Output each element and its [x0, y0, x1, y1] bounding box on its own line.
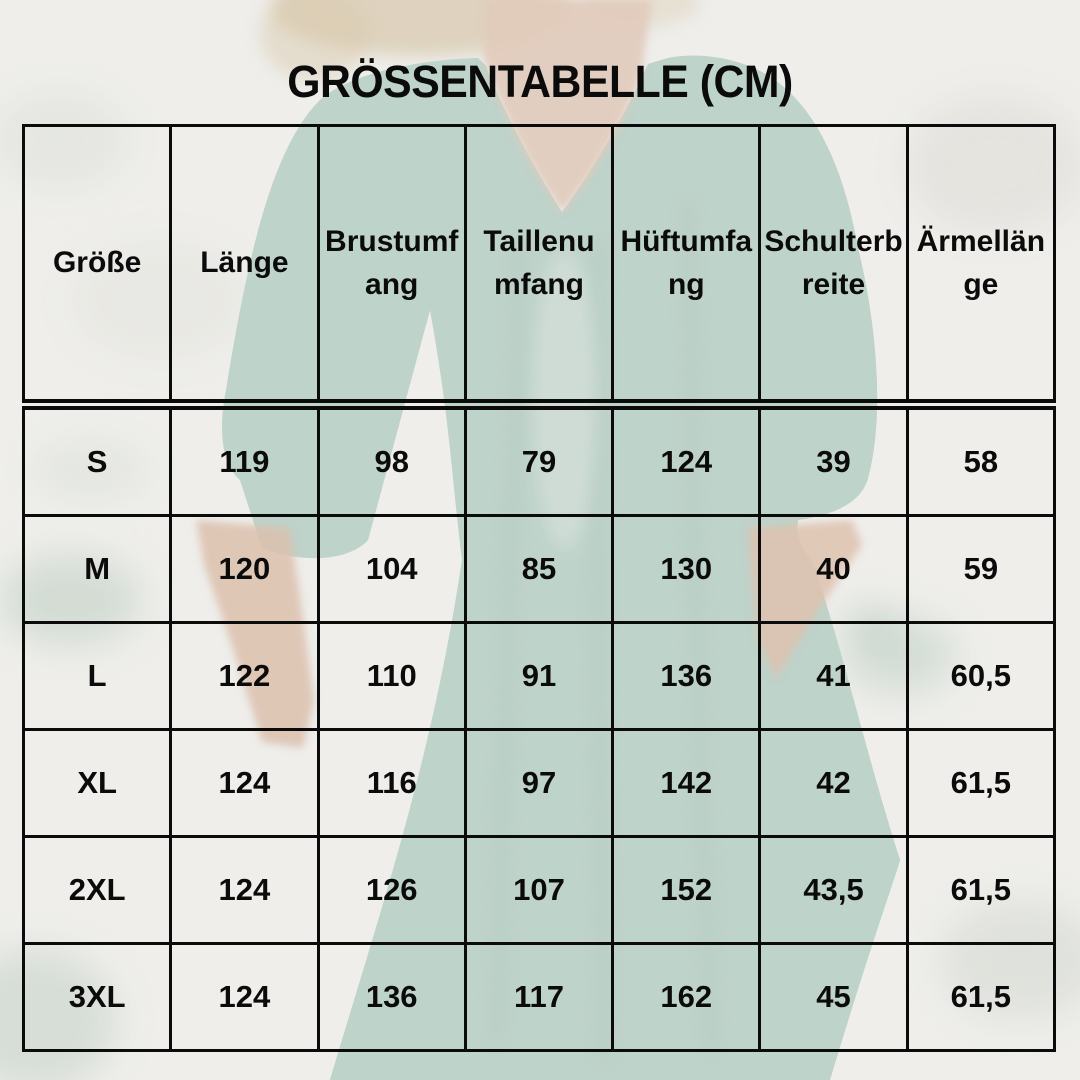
value-cell: 60,5: [905, 621, 1057, 731]
value-cell: 98: [316, 403, 467, 517]
value-cell: 117: [463, 942, 615, 1052]
table-row-s: S 119 98 79 124 39 58: [21, 403, 1057, 517]
table-row-3xl: 3XL 124 136 117 162 45 61,5: [21, 942, 1057, 1052]
table-row-l: L 122 110 91 136 41 60,5: [21, 621, 1057, 731]
column-header-groesse: Größe: [21, 124, 173, 410]
table-row-xl: XL 124 116 97 142 42 61,5: [21, 728, 1057, 838]
size-cell: S: [21, 403, 173, 517]
value-cell: 136: [316, 942, 467, 1052]
value-cell: 61,5: [905, 728, 1057, 838]
value-cell: 42: [758, 728, 909, 838]
page-title: GRÖSSENTABELLE (CM): [287, 56, 793, 107]
value-cell: 107: [463, 835, 615, 945]
column-header-taillenumfang: Taillenu mfang: [463, 124, 615, 410]
value-cell: 43,5: [758, 835, 909, 945]
column-header-aermellaenge: Ärmellän ge: [905, 124, 1057, 410]
table-row-m: M 120 104 85 130 40 59: [21, 514, 1057, 624]
table-header: Größe Länge Brustumf ang Taillenu mfang …: [21, 124, 1057, 410]
value-cell: 58: [905, 403, 1057, 517]
column-header-brustumfang: Brustumf ang: [316, 124, 467, 410]
value-cell: 116: [316, 728, 467, 838]
column-header-hueftumfang: Hüftumfa ng: [611, 124, 762, 410]
column-header-laenge: Länge: [169, 124, 320, 410]
value-cell: 104: [316, 514, 467, 624]
size-cell: XL: [21, 728, 173, 838]
size-cell: L: [21, 621, 173, 731]
value-cell: 91: [463, 621, 615, 731]
neck-chest: [484, 0, 652, 212]
value-cell: 162: [611, 942, 762, 1052]
value-cell: 41: [758, 621, 909, 731]
value-cell: 61,5: [905, 835, 1057, 945]
value-cell: 85: [463, 514, 615, 624]
value-cell: 40: [758, 514, 909, 624]
value-cell: 126: [316, 835, 467, 945]
value-cell: 61,5: [905, 942, 1057, 1052]
value-cell: 130: [611, 514, 762, 624]
value-cell: 79: [463, 403, 615, 517]
value-cell: 97: [463, 728, 615, 838]
value-cell: 39: [758, 403, 909, 517]
size-cell: 2XL: [21, 835, 173, 945]
value-cell: 59: [905, 514, 1057, 624]
value-cell: 124: [169, 942, 320, 1052]
value-cell: 142: [611, 728, 762, 838]
table-row-2xl: 2XL 124 126 107 152 43,5 61,5: [21, 835, 1057, 945]
value-cell: 110: [316, 621, 467, 731]
value-cell: 136: [611, 621, 762, 731]
value-cell: 119: [169, 403, 320, 517]
value-cell: 152: [611, 835, 762, 945]
value-cell: 124: [169, 728, 320, 838]
value-cell: 122: [169, 621, 320, 731]
value-cell: 120: [169, 514, 320, 624]
size-cell: M: [21, 514, 173, 624]
value-cell: 45: [758, 942, 909, 1052]
table-body: S 119 98 79 124 39 58 M 120 104 85 130 4…: [21, 403, 1057, 1052]
value-cell: 124: [611, 403, 762, 517]
column-header-schulterbreite: Schulterb reite: [758, 124, 909, 410]
header-row: Größe Länge Brustumf ang Taillenu mfang …: [21, 124, 1057, 410]
value-cell: 124: [169, 835, 320, 945]
size-cell: 3XL: [21, 942, 173, 1052]
size-table: Größe Länge Brustumf ang Taillenu mfang …: [21, 124, 1057, 1052]
